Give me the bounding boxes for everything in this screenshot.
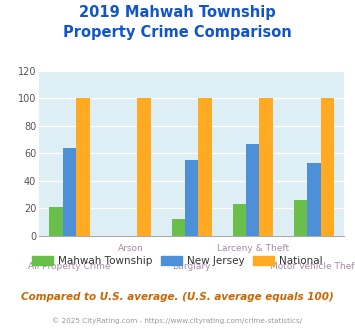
Bar bbox=[307, 163, 321, 236]
Bar bbox=[171, 219, 185, 236]
Text: All Property Crime: All Property Crime bbox=[28, 262, 111, 271]
Bar bbox=[260, 98, 273, 236]
Bar bbox=[233, 204, 246, 236]
Legend: Mahwah Township, New Jersey, National: Mahwah Township, New Jersey, National bbox=[28, 252, 327, 270]
Bar bbox=[185, 160, 198, 236]
Text: 2019 Mahwah Township: 2019 Mahwah Township bbox=[79, 5, 276, 20]
Text: Motor Vehicle Theft: Motor Vehicle Theft bbox=[270, 262, 355, 271]
Bar bbox=[321, 98, 334, 236]
Text: © 2025 CityRating.com - https://www.cityrating.com/crime-statistics/: © 2025 CityRating.com - https://www.city… bbox=[53, 317, 302, 324]
Bar bbox=[76, 98, 90, 236]
Text: Larceny & Theft: Larceny & Theft bbox=[217, 244, 289, 253]
Text: Property Crime Comparison: Property Crime Comparison bbox=[63, 25, 292, 40]
Text: Arson: Arson bbox=[118, 244, 143, 253]
Text: Burglary: Burglary bbox=[173, 262, 211, 271]
Bar bbox=[63, 148, 76, 236]
Bar bbox=[49, 207, 63, 236]
Bar bbox=[246, 144, 260, 236]
Bar bbox=[198, 98, 212, 236]
Bar bbox=[137, 98, 151, 236]
Bar bbox=[294, 200, 307, 236]
Text: Compared to U.S. average. (U.S. average equals 100): Compared to U.S. average. (U.S. average … bbox=[21, 292, 334, 302]
